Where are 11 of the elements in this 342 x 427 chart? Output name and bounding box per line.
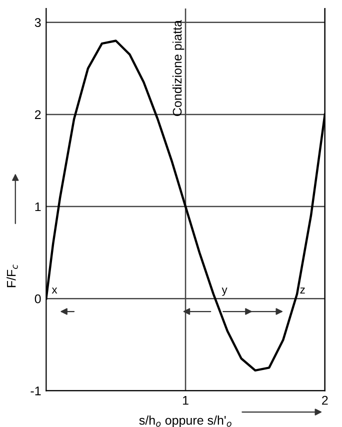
y-tick-label: 3 [34, 18, 41, 28]
y-axis-title: F/F$_{c}$ [6, 264, 18, 288]
annotation: Condizione piatta [172, 20, 184, 116]
x-axis-title: s/h$_{o}$ oppure s/h'$_{o}$ [139, 416, 232, 427]
annotation: x [52, 288, 58, 294]
y-tick-label: -1 [30, 386, 41, 396]
y-tick-label: 1 [35, 202, 41, 212]
annotation: y [222, 288, 228, 296]
annotation: z [300, 288, 305, 294]
y-tick-label: 2 [34, 110, 41, 119]
y-tick-label: 0 [34, 294, 41, 304]
